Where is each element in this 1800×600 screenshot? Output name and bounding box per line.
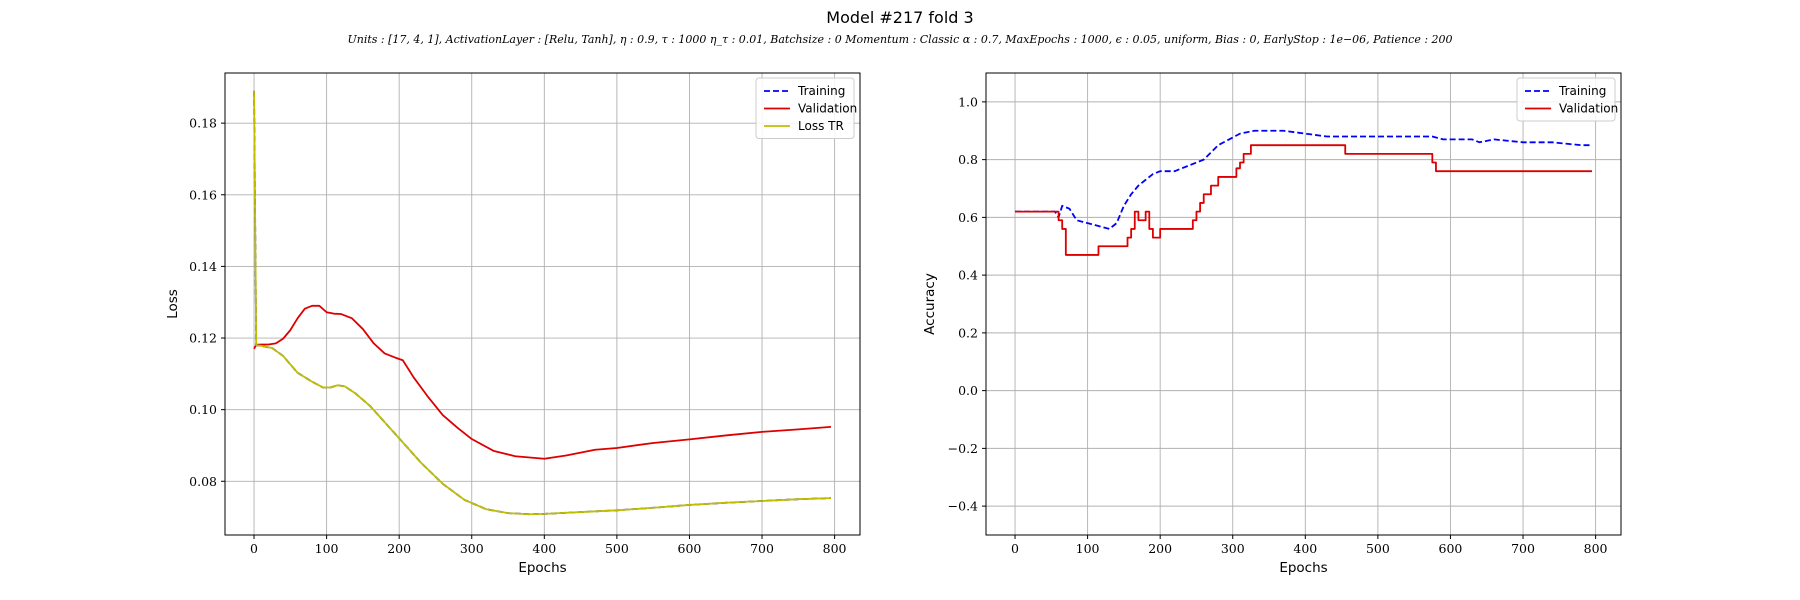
x-tick-label: 600 — [678, 541, 702, 556]
y-tick-label: −0.2 — [948, 441, 978, 456]
x-tick-label: 200 — [387, 541, 411, 556]
series-line-loss-tr — [253, 90, 831, 516]
x-tick-label: 300 — [1221, 541, 1245, 556]
x-tick-label: 800 — [1584, 541, 1608, 556]
x-tick-label: 700 — [1511, 541, 1535, 556]
x-tick-label: 300 — [460, 541, 484, 556]
y-tick-label: 0.2 — [958, 325, 978, 340]
x-tick-label: 0 — [250, 541, 258, 556]
legend: Training Validation Loss TR — [755, 77, 857, 139]
y-tick-label: 0.10 — [189, 402, 217, 417]
y-tick-label: 0.4 — [958, 268, 978, 283]
x-tick-label: 200 — [1148, 541, 1172, 556]
legend: Training Validation — [1516, 77, 1618, 122]
series-line-validation — [1015, 144, 1592, 256]
x-tick-label: 100 — [315, 541, 339, 556]
legend-label: Training — [797, 84, 845, 98]
x-tick-label: 600 — [1439, 541, 1463, 556]
y-axis-label: Loss — [165, 289, 181, 319]
y-tick-label: 0.12 — [189, 331, 217, 346]
series-line-training — [1015, 129, 1592, 230]
legend-label: Validation — [1559, 102, 1618, 116]
accuracy-chart: 0 100 200 300 400 500 600 700 800 −0.4 −0.2 0.0 0.2 0… — [922, 72, 1622, 576]
y-tick-label: 0.8 — [958, 152, 978, 167]
x-tick-label: 800 — [823, 541, 847, 556]
x-tick-label: 400 — [532, 541, 556, 556]
plot-frame — [224, 72, 861, 536]
series-line-validation — [253, 304, 832, 460]
x-tick-label: 500 — [605, 541, 629, 556]
x-tick-label: 100 — [1076, 541, 1100, 556]
y-tick-label: 0.18 — [189, 116, 217, 131]
y-tick-label: −0.4 — [948, 499, 978, 514]
legend-label: Training — [1558, 84, 1606, 98]
legend-label: Loss TR — [798, 119, 844, 133]
y-tick-label: 0.08 — [189, 474, 217, 489]
series-line-training — [253, 90, 831, 516]
x-tick-label: 500 — [1366, 541, 1390, 556]
x-axis-label: Epochs — [1279, 560, 1327, 576]
y-tick-label: 0.14 — [189, 259, 217, 274]
x-tick-label: 400 — [1293, 541, 1317, 556]
y-axis-label: Accuracy — [922, 273, 938, 335]
x-tick-label: 0 — [1011, 541, 1019, 556]
figure-subtitle: Units : [17, 4, 1], ActivationLayer : [R… — [347, 33, 1452, 46]
y-tick-label: 0.0 — [958, 383, 978, 398]
plot-frame — [985, 72, 1622, 536]
legend-box — [1516, 77, 1616, 122]
x-axis-label: Epochs — [518, 560, 566, 576]
y-tick-label: 0.6 — [958, 210, 978, 225]
x-tick-label: 700 — [750, 541, 774, 556]
y-tick-label: 0.16 — [189, 187, 217, 202]
loss-chart: 0 100 200 300 400 500 600 700 800 0.08 0.10 0.12 0.1… — [165, 72, 861, 576]
legend-box — [755, 77, 855, 139]
legend-label: Validation — [798, 102, 857, 116]
figure-title: Model #217 fold 3 — [826, 8, 973, 27]
y-tick-label: 1.0 — [958, 94, 978, 109]
